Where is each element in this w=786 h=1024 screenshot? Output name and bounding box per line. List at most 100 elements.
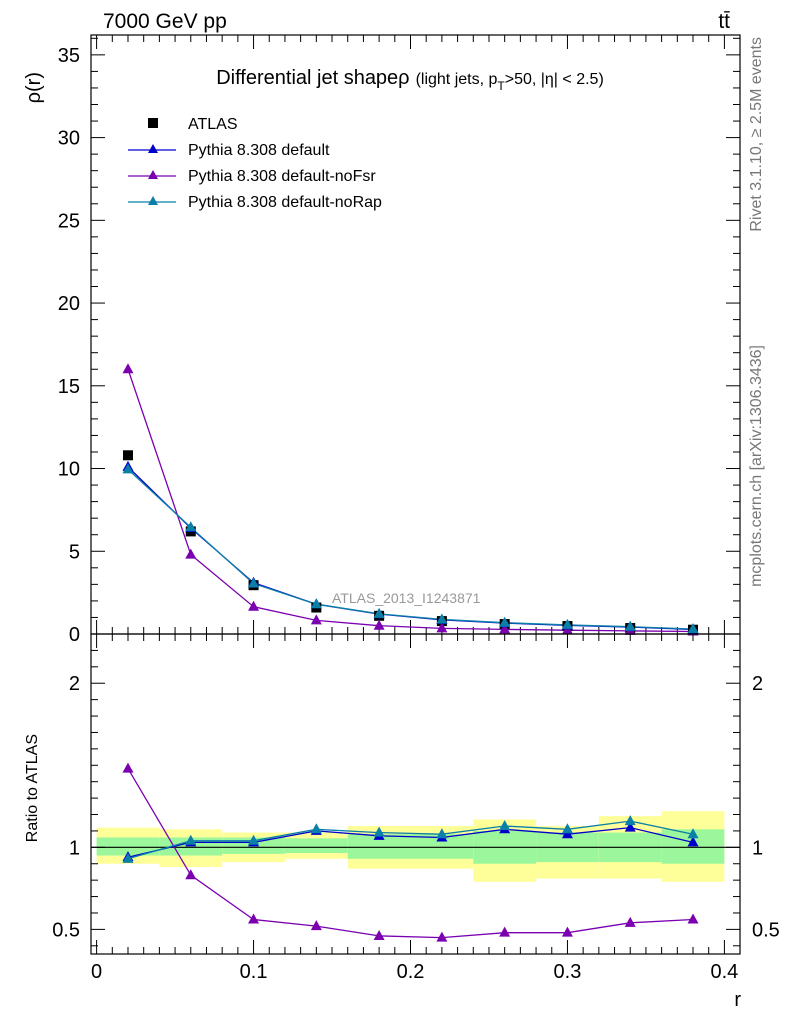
x-tick-label: 0.1	[240, 961, 268, 983]
main-series-point	[499, 623, 511, 634]
legend-label-atlas: ATLAS	[188, 116, 238, 133]
main-series-point	[373, 607, 385, 618]
main-series-point	[687, 623, 699, 634]
ratio-panel: 0.5 0.5 1 1 2 2 0 0.1 0.2 0.3 0.4 Ratio to ATLAS r	[24, 633, 780, 1011]
ratio-series-point	[122, 852, 134, 863]
main-series-point	[248, 600, 260, 611]
ratio-series-line	[127, 820, 694, 860]
ratio-series-point	[561, 823, 573, 834]
ratio-series-point	[499, 820, 511, 830]
main-series-point	[436, 622, 448, 633]
ratio-uncertainty-bands	[91, 811, 740, 882]
legend-item-norap: Pythia 8.308 default-noRap	[128, 194, 382, 211]
ratio-series-point	[687, 913, 699, 924]
legend-item-nofsr: Pythia 8.308 default-noFsr	[128, 168, 376, 185]
main-y-tick-label: 5	[69, 541, 80, 563]
ratio-series-point	[499, 926, 511, 937]
ratio-series-point	[185, 834, 197, 845]
main-series-point	[310, 598, 322, 609]
legend-item-atlas: ATLAS	[148, 116, 238, 133]
ratio-y-tick-label: 2	[69, 673, 80, 695]
main-y-tick-label: 10	[58, 459, 80, 481]
main-y-tick-label: 20	[58, 293, 80, 315]
rivet-version-label: Rivet 3.1.10, ≥ 2.5M events	[748, 37, 765, 232]
x-tick-label: 0.4	[710, 961, 738, 983]
ratio-series-point	[687, 828, 699, 839]
x-tick-label: 0	[91, 961, 102, 983]
title-detail-b: >50, |η| < 2.5)	[505, 71, 604, 88]
main-series-line	[127, 368, 694, 633]
main-y-tick-label: 35	[58, 45, 80, 67]
main-series-point	[185, 548, 197, 559]
ratio-series-point	[624, 815, 636, 826]
legend: ATLAS Pythia 8.308 default Pythia 8.308 …	[128, 116, 382, 211]
legend-marker-square	[148, 118, 158, 128]
ratio-series-point	[310, 823, 322, 834]
legend-label-default: Pythia 8.308 default	[188, 142, 330, 159]
ratio-plot-frame	[90, 633, 741, 955]
beam-label: 7000 GeV pp	[103, 10, 227, 33]
main-series-point	[624, 620, 636, 631]
main-y-tick-label: 15	[58, 376, 80, 398]
main-y-tick-label: 25	[58, 210, 80, 232]
legend-marker-triangle	[148, 196, 158, 205]
ratio-series-point	[248, 834, 260, 845]
analysis-watermark: ATLAS_2013_I1243871	[332, 590, 481, 606]
ratio-series-line	[127, 826, 694, 858]
main-series-point	[436, 613, 448, 624]
ratio-inner-band	[284, 838, 348, 854]
main-series-point	[122, 363, 134, 374]
main-series-point	[122, 463, 134, 474]
main-series-point	[561, 618, 573, 629]
title-detail-a: (light jets, p	[416, 71, 498, 88]
main-title: Differential jet shapeρ (light jets, pT>5…	[216, 67, 604, 93]
process-label: tt̄	[718, 10, 730, 33]
ratio-data-series	[122, 762, 699, 942]
x-tick-label: 0.2	[397, 961, 425, 983]
main-y-axis-label: ρ(r)	[23, 72, 45, 103]
source-label: mcplots.cern.ch [arXiv:1306.3436]	[748, 345, 765, 587]
legend-marker-triangle	[148, 144, 158, 153]
ratio-series-point	[624, 821, 636, 832]
main-y-tick-label: 30	[58, 128, 80, 150]
ratio-series-line	[127, 768, 694, 939]
ratio-y-tick-label: 1	[69, 837, 80, 859]
ratio-series-point	[561, 926, 573, 937]
legend-label-norap: Pythia 8.308 default-noRap	[188, 194, 382, 211]
ratio-series-point	[310, 920, 322, 931]
ratio-series-point	[373, 929, 385, 940]
main-axis-ticks: 0 5 10 15 20 25 30 35	[58, 35, 740, 646]
ratio-series-point	[436, 828, 448, 839]
main-series-point	[373, 619, 385, 630]
legend-marker-triangle	[148, 170, 158, 179]
x-tick-label: 0.3	[554, 961, 582, 983]
ratio-series-point	[373, 826, 385, 837]
ratio-y-tick-label-right: 2	[752, 673, 763, 695]
ratio-series-point	[248, 913, 260, 924]
main-series-point	[185, 521, 197, 532]
ratio-series-point	[687, 836, 699, 847]
main-panel: Differential jet shapeρ (light jets, pT>5…	[23, 34, 741, 646]
ratio-y-tick-label: 0.5	[52, 919, 80, 941]
main-y-tick-label: 0	[69, 624, 80, 646]
ratio-inner-band	[96, 837, 160, 856]
legend-label-nofsr: Pythia 8.308 default-noFsr	[188, 168, 376, 185]
ratio-y-tick-label-right: 1	[752, 837, 763, 859]
title-detail-sub: T	[497, 79, 505, 93]
main-series-point	[499, 616, 511, 627]
ratio-y-tick-label-right: 0.5	[752, 919, 780, 941]
main-series-point	[310, 614, 322, 625]
main-data-series	[122, 363, 699, 636]
ratio-axis-ticks: 0.5 0.5 1 1 2 2 0 0.1 0.2 0.3 0.4	[52, 634, 780, 983]
main-series-point	[248, 577, 260, 588]
title-main: Differential jet shapeρ	[216, 67, 409, 89]
ratio-y-axis-label: Ratio to ATLAS	[24, 734, 41, 842]
ratio-series-point	[436, 931, 448, 942]
x-axis-label: r	[734, 989, 741, 1011]
ratio-series-point	[624, 916, 636, 927]
atlas-data-point	[122, 450, 133, 461]
main-series-line	[127, 468, 694, 630]
ratio-series-point	[122, 762, 134, 773]
legend-item-default: Pythia 8.308 default	[128, 142, 330, 159]
